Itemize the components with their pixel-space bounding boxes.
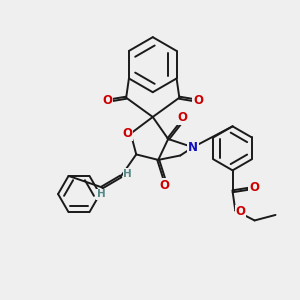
Text: O: O <box>160 179 170 192</box>
Text: H: H <box>123 169 132 179</box>
Text: O: O <box>177 111 187 124</box>
Text: O: O <box>193 94 203 107</box>
Text: O: O <box>236 205 246 218</box>
Text: O: O <box>249 181 259 194</box>
Text: O: O <box>122 127 132 140</box>
Text: H: H <box>97 189 105 199</box>
Text: O: O <box>103 94 112 107</box>
Text: N: N <box>188 141 198 154</box>
